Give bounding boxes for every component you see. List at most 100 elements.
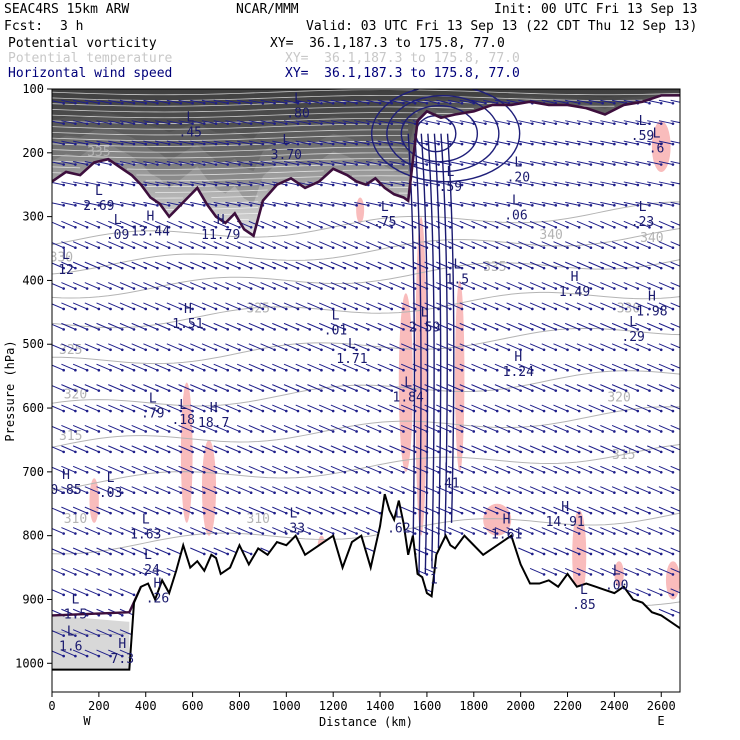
wind-vector bbox=[658, 465, 675, 474]
theta-isentrope bbox=[52, 201, 680, 246]
wind-vector bbox=[658, 425, 675, 433]
wind-vector bbox=[576, 425, 593, 433]
pv-extremum-value: 1.51 bbox=[172, 317, 203, 332]
pv-extremum-kind: L bbox=[149, 391, 157, 406]
wind-vector bbox=[447, 486, 464, 495]
wind-vector bbox=[154, 465, 171, 474]
wind-vector bbox=[354, 161, 370, 166]
wind-vector bbox=[647, 120, 663, 125]
wind-vector bbox=[494, 282, 511, 290]
theta-isentrope-upper bbox=[52, 112, 456, 119]
wind-vector bbox=[635, 181, 651, 187]
pv-extremum-value: .79 bbox=[141, 406, 164, 421]
wind-vector bbox=[108, 649, 124, 658]
wind-vector bbox=[236, 261, 253, 270]
wind-vector bbox=[623, 527, 640, 535]
wind-vector bbox=[143, 547, 159, 556]
wind-vector bbox=[600, 404, 616, 413]
wind-vector bbox=[225, 465, 241, 474]
wind-vector bbox=[190, 161, 206, 166]
wind-vector bbox=[623, 181, 640, 187]
wind-vector bbox=[61, 343, 77, 352]
wind-vector bbox=[658, 363, 675, 372]
wind-vector bbox=[623, 282, 640, 290]
wind-vector bbox=[108, 241, 124, 249]
positive-pv-anomaly bbox=[651, 120, 671, 172]
pv-extremum: L12 bbox=[58, 248, 74, 278]
wind-vector bbox=[178, 322, 194, 331]
wind-vector bbox=[272, 201, 288, 207]
wind-vector bbox=[108, 99, 124, 105]
wind-vector bbox=[600, 241, 616, 249]
wind-vector bbox=[647, 527, 663, 535]
wind-vector bbox=[576, 506, 593, 515]
wind-vector bbox=[647, 425, 663, 433]
wind-vector bbox=[518, 363, 534, 372]
wind-vector bbox=[588, 384, 604, 392]
wind-vector bbox=[483, 181, 499, 187]
wind-vector bbox=[248, 425, 265, 433]
forecast-label: Fcst: bbox=[4, 19, 44, 34]
field-name-theta: Potential temperature bbox=[8, 51, 173, 66]
wind-vector bbox=[600, 282, 616, 290]
wind-vector bbox=[354, 384, 370, 392]
wind-vector bbox=[565, 241, 581, 249]
wind-vector bbox=[225, 486, 241, 495]
wind-vector bbox=[154, 547, 171, 556]
wind-vector bbox=[61, 99, 77, 105]
wind-vector bbox=[307, 445, 323, 454]
wind-vector bbox=[600, 302, 616, 311]
wind-vector bbox=[237, 120, 253, 125]
wind-vector bbox=[96, 99, 112, 105]
wind-vector bbox=[494, 363, 511, 372]
wind-vector bbox=[611, 343, 628, 352]
pv-extremum-value: 1.6 bbox=[59, 639, 82, 654]
wind-vector bbox=[436, 343, 452, 352]
wind-vector bbox=[201, 140, 218, 146]
wind-vector bbox=[260, 140, 276, 146]
wind-vector bbox=[283, 140, 300, 146]
wind-vector bbox=[166, 486, 183, 495]
wind-vector bbox=[213, 343, 230, 352]
wind-vector bbox=[447, 465, 464, 474]
wind-vector bbox=[178, 302, 194, 311]
wind-vector bbox=[647, 404, 663, 413]
wind-vector bbox=[108, 588, 124, 597]
wind-vector bbox=[178, 465, 194, 474]
wind-vector bbox=[658, 608, 675, 617]
wind-vector bbox=[272, 527, 288, 535]
wind-vector bbox=[295, 404, 312, 413]
wind-vector bbox=[635, 302, 651, 311]
wind-vector bbox=[342, 181, 358, 187]
wind-vector bbox=[307, 161, 323, 166]
pv-extremum-kind: L bbox=[444, 462, 452, 477]
pv-extremum: L.01 bbox=[324, 308, 347, 338]
pv-extremum-value: 1.5 bbox=[64, 607, 87, 622]
pv-extremum-value: 18.7 bbox=[198, 416, 229, 431]
wind-vector bbox=[541, 302, 558, 311]
wind-vector bbox=[436, 384, 452, 392]
wind-vector bbox=[307, 201, 323, 207]
pv-extremum: L.75 bbox=[373, 200, 396, 230]
theta-label: 315 bbox=[59, 429, 82, 444]
wind-vector bbox=[155, 181, 171, 187]
wind-vector bbox=[588, 161, 604, 166]
wind-vector bbox=[61, 261, 77, 270]
wind-vector bbox=[248, 363, 265, 372]
wind-vector bbox=[635, 322, 651, 331]
wind-vector bbox=[272, 302, 288, 311]
wind-vector bbox=[529, 547, 546, 556]
wind-vector bbox=[400, 506, 417, 515]
wind-vector bbox=[295, 161, 312, 166]
pv-extremum-kind: L bbox=[144, 548, 152, 563]
wind-vector bbox=[565, 201, 581, 207]
theta-label: 340 bbox=[539, 228, 562, 243]
wind-vector bbox=[72, 547, 89, 556]
wind-vector bbox=[553, 201, 569, 207]
wind-vector bbox=[635, 486, 651, 495]
wind-vector bbox=[84, 465, 101, 474]
wind-vector bbox=[201, 322, 218, 331]
wind-vector bbox=[389, 241, 405, 249]
theta-isentrope-upper bbox=[220, 212, 259, 215]
wind-vector bbox=[236, 425, 253, 433]
